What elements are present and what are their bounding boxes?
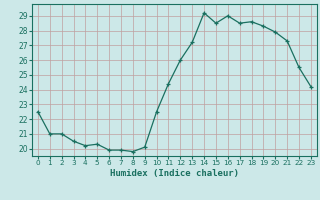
X-axis label: Humidex (Indice chaleur): Humidex (Indice chaleur): [110, 169, 239, 178]
